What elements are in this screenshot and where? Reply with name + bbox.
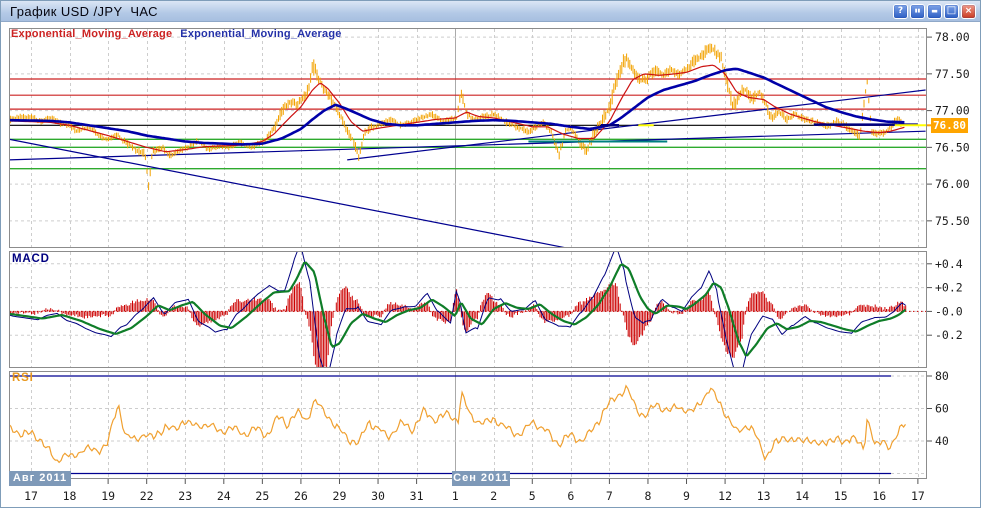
legend-ema-fast[interactable]: Exponential_Moving_Average [11, 28, 173, 40]
svg-text:23: 23 [178, 489, 192, 503]
maximize-button[interactable]: □ [944, 3, 959, 19]
date-axis-labels: 17 18 19 22 23 24 25 26 29 30 31 1 2 5 6 7 8 9 12 13 14 15 16 1… [24, 479, 925, 503]
rsi-axis-labels: 80 60 40 [927, 369, 949, 448]
maximize-icon: □ [946, 5, 957, 16]
svg-text:14: 14 [795, 489, 809, 503]
macd-axis-labels: +0.4 +0.2 -0.0 -0.2 [927, 257, 963, 342]
trend-line[interactable] [347, 89, 926, 161]
svg-text:80: 80 [935, 369, 949, 383]
macd-pane-content [9, 251, 927, 368]
svg-text:29: 29 [333, 489, 347, 503]
svg-text:77.00: 77.00 [935, 104, 970, 118]
price-axis-labels: 78.00 77.50 77.00 76.50 76.00 75.50 [927, 30, 970, 228]
pane-border [9, 28, 927, 248]
svg-text:2: 2 [490, 489, 497, 503]
svg-text:+0.2: +0.2 [935, 281, 963, 295]
window-titlebar[interactable]: График USD /JPY ЧАС ? ▮▮ ▬ □ × [1, 1, 980, 22]
month-badge-sep: Сен 2011 [452, 471, 510, 486]
svg-text:17: 17 [911, 489, 925, 503]
svg-text:77.50: 77.50 [935, 67, 970, 81]
svg-text:30: 30 [371, 489, 385, 503]
minimize-icon: ▬ [931, 6, 938, 15]
ema-fast-line[interactable] [9, 64, 905, 153]
close-button[interactable]: × [961, 3, 976, 19]
svg-text:8: 8 [644, 489, 651, 503]
price-pane-content [9, 43, 927, 248]
svg-text:76.50: 76.50 [935, 140, 970, 154]
svg-text:75.50: 75.50 [935, 214, 970, 228]
svg-text:9: 9 [683, 489, 690, 503]
ema-slow-line[interactable] [9, 67, 905, 146]
svg-text:18: 18 [63, 489, 77, 503]
svg-text:31: 31 [410, 489, 424, 503]
help-button[interactable]: ? [893, 3, 908, 19]
svg-text:25: 25 [255, 489, 269, 503]
minimize-button[interactable]: ▬ [927, 3, 942, 19]
svg-text:-0.2: -0.2 [935, 328, 963, 342]
month-badge-aug: Авг 2011 [9, 471, 71, 486]
rsi-pane-label[interactable]: RSI [12, 372, 34, 384]
pane-border [9, 251, 927, 368]
svg-text:13: 13 [757, 489, 771, 503]
svg-text:60: 60 [935, 402, 949, 416]
svg-text:19: 19 [101, 489, 115, 503]
svg-text:40: 40 [935, 434, 949, 448]
help-icon: ? [897, 5, 904, 16]
svg-text:22: 22 [140, 489, 154, 503]
close-icon: × [964, 5, 973, 16]
svg-text:78.00: 78.00 [935, 30, 970, 44]
pause-button[interactable]: ▮▮ [910, 3, 925, 19]
svg-text:26: 26 [294, 489, 308, 503]
svg-text:1: 1 [452, 489, 459, 503]
svg-text:17: 17 [24, 489, 38, 503]
rsi-pane[interactable] [9, 371, 927, 479]
svg-text:24: 24 [217, 489, 231, 503]
macd-signal-line[interactable] [9, 261, 907, 357]
svg-text:76.00: 76.00 [935, 177, 970, 191]
macd-pane[interactable] [9, 251, 927, 368]
rsi-pane-content [9, 375, 906, 475]
current-price-badge: 76.80 [931, 118, 968, 133]
indicator-legend: Exponential_Moving_Average Exponential_M… [11, 28, 342, 40]
window-controls: ? ▮▮ ▬ □ × [893, 3, 976, 19]
legend-ema-slow[interactable]: Exponential_Moving_Average [180, 28, 342, 40]
svg-text:+0.4: +0.4 [935, 257, 963, 271]
svg-text:15: 15 [834, 489, 848, 503]
svg-text:-0.0: -0.0 [935, 304, 963, 318]
window-title: График USD /JPY ЧАС [10, 3, 158, 19]
pause-icon: ▮▮ [914, 7, 921, 14]
svg-text:7: 7 [606, 489, 613, 503]
svg-text:5: 5 [529, 489, 536, 503]
rsi-line[interactable] [9, 384, 906, 464]
trend-line[interactable] [9, 130, 926, 161]
svg-text:6: 6 [567, 489, 574, 503]
macd-pane-label[interactable]: MACD [12, 253, 50, 265]
svg-text:12: 12 [718, 489, 732, 503]
svg-text:16: 16 [872, 489, 886, 503]
